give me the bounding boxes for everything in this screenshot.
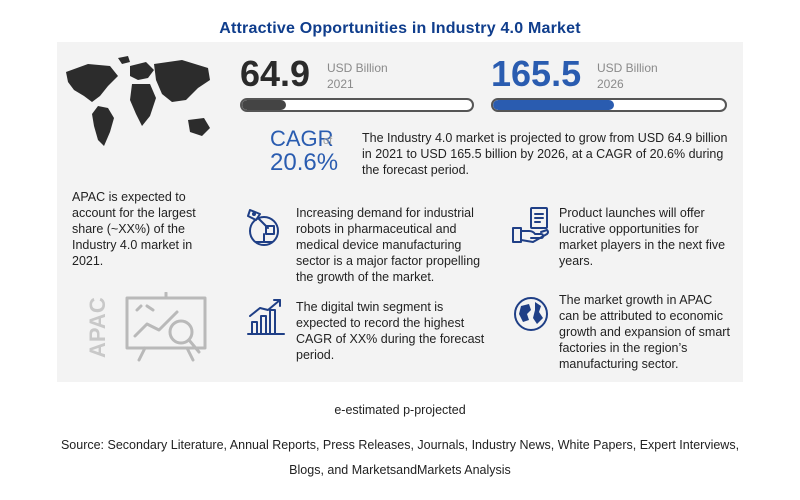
progress-fill-2021 (242, 100, 286, 110)
unit-label-2026: USD Billion (597, 61, 658, 75)
apac-analytics-icon: APAC (85, 292, 207, 362)
apac-vertical-label: APAC (85, 297, 110, 358)
progress-fill-2026 (493, 100, 614, 110)
footnote: e-estimated p-projected (334, 403, 466, 417)
region-share-text: APAC is expected to account for the larg… (72, 190, 196, 268)
source-citation: Source: Secondary Literature, Annual Rep… (60, 438, 740, 477)
cagr-value: 20.6% (270, 149, 339, 176)
cagr-label: CAGR (270, 126, 334, 151)
progress-bar-2021 (240, 98, 474, 112)
product-launch-icon (512, 207, 549, 243)
insight-robots-text: Increasing demand for industrial robots … (296, 206, 481, 284)
world-map-icon (66, 56, 210, 146)
globe-icon (514, 297, 548, 331)
progress-bar-2026 (491, 98, 727, 112)
year-label-2026: 2026 (597, 77, 624, 91)
market-value-2026: 165.5 (491, 53, 582, 94)
year-label-2021: 2021 (327, 77, 354, 91)
robot-arm-icon (247, 209, 279, 246)
unit-label-2021: USD Billion (327, 61, 388, 75)
insight-apac-growth-text: The market growth in APAC can be attribu… (559, 293, 730, 371)
cagr-of-label: of (323, 135, 333, 147)
market-summary-text: The Industry 4.0 market is projected to … (362, 131, 728, 177)
market-value-2021: 64.9 (240, 53, 311, 94)
insight-product-launch-text: Product launches will offer lucrative op… (559, 206, 726, 268)
growth-chart-icon (247, 299, 285, 335)
insight-digital-twin-text: The digital twin segment is expected to … (296, 300, 485, 362)
infographic-title: Attractive Opportunities in Industry 4.0… (219, 20, 581, 37)
